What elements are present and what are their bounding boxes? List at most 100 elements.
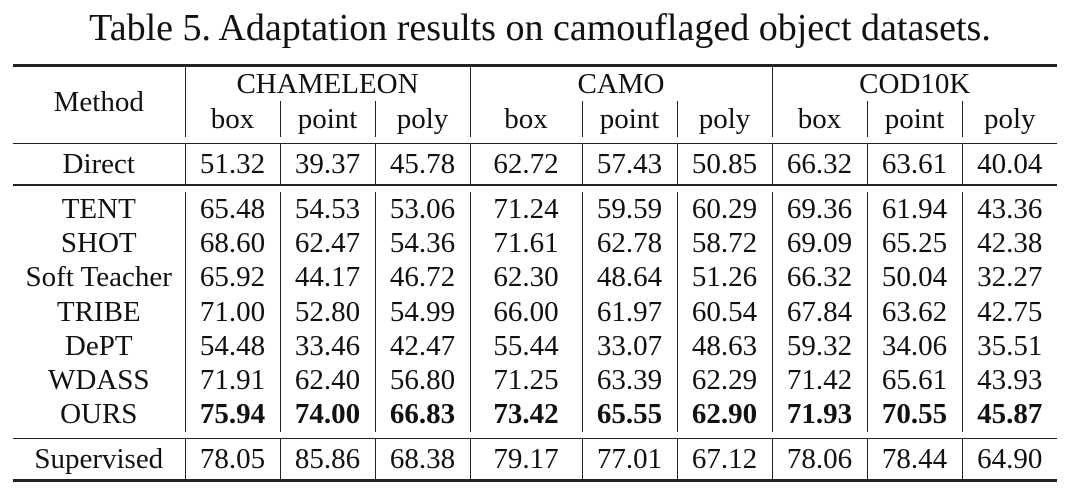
- value-cell: 42.38: [961, 225, 1057, 261]
- value-cell: 71.91: [184, 362, 280, 398]
- value-cell: 62.47: [279, 225, 375, 261]
- subcolumn-header: box: [771, 100, 867, 137]
- value-cell: 54.53: [279, 191, 375, 226]
- value-cell: 65.55: [581, 397, 677, 432]
- value-cell: 54.99: [374, 294, 470, 329]
- value-cell: 50.85: [676, 144, 772, 184]
- value-cell: 56.80: [374, 362, 470, 398]
- value-cell: 59.32: [771, 328, 867, 363]
- table-row: DePT 54.48 33.46 42.47 55.44 33.07 48.63 59.32 3…: [13, 328, 1057, 363]
- value-cell: 63.39: [581, 362, 677, 398]
- value-cell: 71.93: [771, 397, 867, 432]
- value-cell: 65.25: [866, 225, 962, 261]
- value-cell: 71.00: [184, 294, 280, 329]
- value-cell: 46.72: [374, 260, 470, 295]
- value-cell: 63.62: [866, 294, 962, 329]
- method-cell: Supervised: [34, 443, 164, 476]
- value-cell: 66.32: [771, 260, 867, 295]
- value-cell: 35.51: [961, 328, 1057, 363]
- value-cell: 66.83: [374, 397, 470, 432]
- value-cell: 59.59: [581, 191, 677, 226]
- value-cell: 66.00: [469, 294, 582, 329]
- value-cell: 78.06: [771, 439, 867, 480]
- group-header-chameleon: CHAMELEON: [184, 66, 470, 101]
- value-cell: 75.94: [184, 397, 280, 432]
- value-cell: 48.63: [676, 328, 772, 363]
- value-cell: 53.06: [374, 191, 470, 226]
- value-cell: 52.80: [279, 294, 375, 329]
- method-header: Method: [53, 85, 144, 118]
- table-row: SHOT 68.60 62.47 54.36 71.61 62.78 58.72 69.09 6…: [13, 225, 1057, 261]
- subcolumn-header: poly: [676, 100, 772, 137]
- value-cell: 50.04: [866, 260, 962, 295]
- value-cell: 51.26: [676, 260, 772, 295]
- results-table: Method CHAMELEON CAMO COD10K box point pol…: [13, 64, 1057, 482]
- value-cell: 71.61: [469, 225, 582, 261]
- value-cell: 68.60: [184, 225, 280, 261]
- value-cell: 62.72: [469, 144, 582, 184]
- method-cell: DePT: [64, 329, 133, 362]
- methods-rule: [13, 437, 1057, 440]
- subcolumn-header: box: [469, 100, 582, 137]
- value-cell: 40.04: [961, 144, 1057, 184]
- value-cell: 60.54: [676, 294, 772, 329]
- value-cell: 65.61: [866, 362, 962, 398]
- value-cell: 62.29: [676, 362, 772, 398]
- value-cell: 64.90: [961, 439, 1057, 480]
- value-cell: 39.37: [279, 144, 375, 184]
- value-cell: 68.38: [374, 439, 470, 480]
- value-cell: 65.92: [184, 260, 280, 295]
- value-cell: 54.48: [184, 328, 280, 363]
- value-cell: 70.55: [866, 397, 962, 432]
- table-caption: Table 5. Adaptation results on camouflag…: [89, 7, 991, 49]
- value-cell: 34.06: [866, 328, 962, 363]
- subcolumn-header: poly: [374, 100, 470, 137]
- table-row: TRIBE 71.00 52.80 54.99 66.00 61.97 60.54 67.84…: [13, 294, 1057, 329]
- value-cell: 62.78: [581, 225, 677, 261]
- table-row: OURS 75.94 74.00 66.83 73.42 65.55 62.90 71.93 7…: [13, 397, 1057, 432]
- value-cell: 62.90: [676, 397, 772, 432]
- value-cell: 71.42: [771, 362, 867, 398]
- value-cell: 42.47: [374, 328, 470, 363]
- value-cell: 32.27: [961, 260, 1057, 295]
- value-cell: 78.44: [866, 439, 962, 480]
- value-cell: 69.36: [771, 191, 867, 226]
- value-cell: 85.86: [279, 439, 375, 480]
- header-sub-row: box point poly box point poly box point poly: [13, 100, 1057, 137]
- method-cell: Soft Teacher: [25, 261, 172, 294]
- value-cell: 43.93: [961, 362, 1057, 398]
- method-cell: Direct: [62, 148, 135, 180]
- subcolumn-header: point: [581, 100, 677, 137]
- value-cell: 73.42: [469, 397, 582, 432]
- header-group-row: Method CHAMELEON CAMO COD10K: [13, 66, 1057, 118]
- value-cell: 33.46: [279, 328, 375, 363]
- value-cell: 33.07: [581, 328, 677, 363]
- method-cell: TRIBE: [56, 295, 141, 328]
- group-header-cod10k: COD10K: [771, 66, 1057, 101]
- value-cell: 45.87: [961, 397, 1057, 432]
- header-rule: [13, 142, 1057, 144]
- value-cell: 60.29: [676, 191, 772, 226]
- value-cell: 61.97: [581, 294, 677, 329]
- value-cell: 69.09: [771, 225, 867, 261]
- subcolumn-header: point: [279, 100, 375, 137]
- value-cell: 67.84: [771, 294, 867, 329]
- value-cell: 62.40: [279, 362, 375, 398]
- value-cell: 42.75: [961, 294, 1057, 329]
- value-cell: 54.36: [374, 225, 470, 261]
- value-cell: 63.61: [866, 144, 962, 184]
- value-cell: 71.25: [469, 362, 582, 398]
- table-row: WDASS 71.91 62.40 56.80 71.25 63.39 62.29 71.42…: [13, 362, 1057, 398]
- value-cell: 67.12: [676, 439, 772, 480]
- value-cell: 66.32: [771, 144, 867, 184]
- value-cell: 71.24: [469, 191, 582, 226]
- value-cell: 44.17: [279, 260, 375, 295]
- value-cell: 45.78: [374, 144, 470, 184]
- method-cell: WDASS: [47, 364, 150, 397]
- value-cell: 65.48: [184, 191, 280, 226]
- value-cell: 48.64: [581, 260, 677, 295]
- value-cell: 62.30: [469, 260, 582, 295]
- method-cell: SHOT: [60, 226, 137, 259]
- baseline-rule: [13, 184, 1057, 186]
- method-cell: OURS: [60, 398, 138, 431]
